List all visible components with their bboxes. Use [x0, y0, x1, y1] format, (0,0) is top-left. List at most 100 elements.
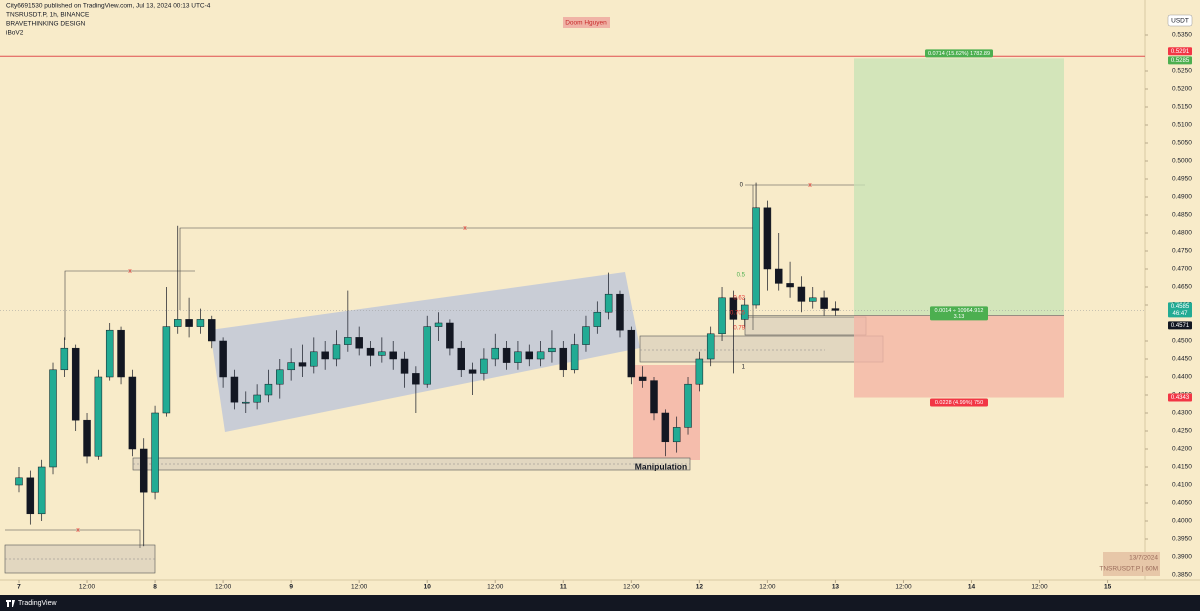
price-label-box: [1168, 321, 1192, 330]
x-tick-label: 14: [968, 584, 976, 591]
candle-body: [208, 319, 216, 342]
candle-body: [502, 347, 511, 363]
candle-body: [684, 383, 692, 428]
x-tick-label: 12:00: [79, 584, 96, 591]
stamp-box: [1103, 552, 1160, 576]
symbol-stamp: TNSRUSDT.P | 60M: [1099, 566, 1158, 573]
price-label: 0.5285: [1171, 58, 1190, 64]
y-tick-label: 0.3900: [1172, 554, 1192, 561]
label-box: [925, 49, 993, 58]
y-tick-label: 0.4900: [1172, 194, 1192, 201]
chart-title: TNSRUSDT.P, 1h, BINANCE: [6, 12, 90, 19]
y-tick-label: 0.4200: [1172, 446, 1192, 453]
candle-body: [423, 326, 431, 385]
candle-body: [400, 358, 409, 374]
candles: [15, 182, 840, 547]
candle-body: [616, 293, 624, 331]
candle-body: [548, 347, 556, 353]
candle-body: [582, 326, 590, 345]
y-tick-label: 0.5250: [1172, 68, 1192, 75]
candle-body: [298, 362, 307, 367]
candle-body: [173, 319, 182, 327]
price-label-box: [1168, 47, 1192, 56]
target-zone: [854, 58, 1064, 316]
candle-body: [185, 319, 193, 327]
candle-body: [480, 358, 488, 374]
y-tick-label: 0.4800: [1172, 230, 1192, 237]
candle-body: [37, 466, 46, 515]
candle-body: [162, 326, 171, 414]
candle-body: [809, 297, 817, 302]
position-label: 0.0014 ÷ 10964.912: [935, 308, 984, 314]
y-tick-label: 0.5150: [1172, 104, 1192, 111]
candle-body: [536, 351, 545, 360]
candle-body: [321, 351, 329, 360]
candle-body: [593, 311, 602, 327]
price-label: 0.4585: [1171, 304, 1190, 310]
swing-mark: x: [463, 225, 467, 232]
candle-body: [366, 347, 375, 356]
y-tick-label: 0.4400: [1172, 374, 1192, 381]
candle-body: [117, 329, 125, 378]
x-tick-label: 12:00: [351, 584, 368, 591]
candle-body: [468, 369, 477, 374]
candle-body: [139, 448, 148, 493]
candle-body: [219, 340, 227, 378]
candle-body: [672, 427, 681, 443]
x-tick-label: 12:00: [623, 584, 640, 591]
x-tick-label: 8: [153, 584, 157, 591]
price-label-box: [1168, 56, 1192, 65]
candle-body: [287, 362, 295, 371]
candle-body: [695, 358, 704, 385]
candle-body: [446, 322, 454, 349]
candle-body: [26, 477, 35, 515]
position-label: 0.0228 (4.99%) 750: [935, 400, 983, 406]
author-tag: Doom Hguyen: [565, 20, 607, 27]
candle-body: [332, 344, 341, 360]
x-tick-label: 12:00: [895, 584, 912, 591]
x-tick-label: 12:00: [1031, 584, 1048, 591]
fib-label: 0.62: [733, 296, 745, 302]
candle-body: [242, 401, 250, 404]
candle-body: [151, 412, 159, 493]
y-tick-label: 0.4250: [1172, 428, 1192, 435]
countdown: 46:47: [1172, 311, 1188, 317]
candle-body: [729, 297, 738, 320]
candle-body: [786, 283, 794, 288]
zone-box: [4, 544, 156, 574]
y-tick-label: 0.4100: [1172, 482, 1192, 489]
price-label: 0.4343: [1171, 395, 1190, 401]
candle-body: [83, 419, 91, 457]
candle-body: [344, 337, 352, 345]
x-tick-label: 13: [832, 584, 840, 591]
candle-body: [718, 297, 726, 335]
candle-body: [763, 207, 772, 270]
candle-body: [230, 376, 239, 403]
candle-body: [457, 347, 465, 371]
y-tick-label: 0.4050: [1172, 500, 1192, 507]
y-axis-unit: USDT: [1171, 18, 1189, 25]
candle-body: [650, 380, 658, 414]
price-label: 0.4571: [1171, 323, 1190, 329]
candle-body: [71, 347, 80, 421]
x-tick-label: 10: [424, 584, 432, 591]
candle-body: [797, 286, 806, 302]
y-tick-label: 0.4700: [1172, 266, 1192, 273]
labels: x x x x 0 0.5 0.62 0.705 0.79 1 Manipula…: [0, 3, 1200, 611]
subtitle: BRAVETHINKING DESIGN: [6, 21, 86, 28]
candle-body: [94, 376, 103, 457]
x-tick-label: 9: [289, 584, 293, 591]
candle-body: [412, 373, 420, 385]
publisher: City6691530 published on TradingView.com…: [6, 3, 211, 10]
candle-body: [661, 412, 670, 443]
zone-label: Manipulation: [635, 461, 687, 471]
x-tick-label: 7: [17, 584, 21, 591]
footer: [0, 595, 1200, 611]
label-box: [930, 398, 988, 407]
candle-body: [638, 376, 647, 381]
y-tick-label: 0.5000: [1172, 158, 1192, 165]
x-tick-label: 11: [560, 584, 567, 591]
y-tick-label: 0.4150: [1172, 464, 1192, 471]
